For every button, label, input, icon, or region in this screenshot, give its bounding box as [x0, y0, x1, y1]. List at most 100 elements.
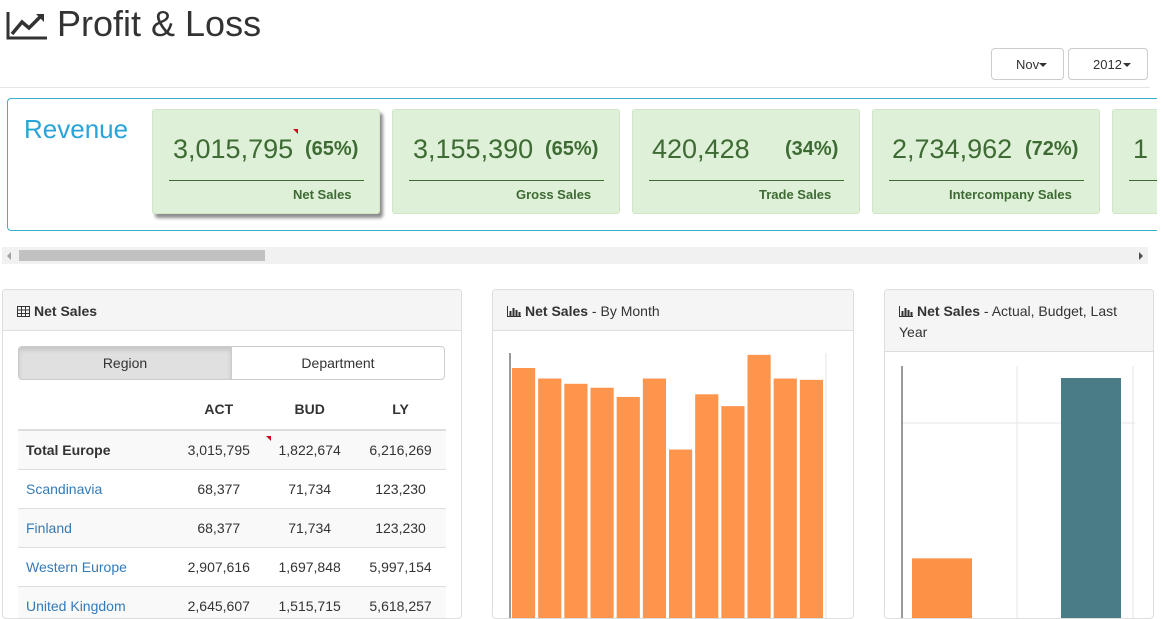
ly-cell: 5,997,154: [355, 548, 446, 587]
column-header: [18, 388, 173, 430]
bar: [617, 397, 640, 619]
column-header[interactable]: BUD: [264, 388, 355, 430]
bud-cell: 71,734: [264, 470, 355, 509]
panel-header: Net Sales - By Month: [493, 290, 853, 331]
row-link[interactable]: Western Europe: [18, 548, 173, 587]
revenue-title: Revenue: [24, 114, 128, 145]
year-select[interactable]: 2012: [1068, 48, 1148, 80]
panel-title: Net Sales: [917, 303, 980, 319]
net-sales-abl-panel: Net Sales - Actual, Budget, Last Year: [884, 289, 1154, 619]
kpi-value: 2,734,962: [892, 134, 1012, 165]
chevron-down-icon: [1039, 63, 1047, 67]
kpi-label: Gross Sales: [516, 187, 591, 202]
comment-flag-icon: [266, 436, 271, 441]
ly-cell: 123,230: [355, 509, 446, 548]
scroll-left-icon[interactable]: [7, 252, 11, 260]
bar: [669, 450, 692, 619]
row-link[interactable]: Scandinavia: [18, 470, 173, 509]
table-row[interactable]: Scandinavia 68,377 71,734 123,230: [18, 470, 446, 509]
table-row[interactable]: Finland 68,377 71,734 123,230: [18, 509, 446, 548]
chevron-down-icon: [1123, 63, 1131, 67]
bar: [721, 406, 744, 619]
kpi-divider: [169, 180, 364, 181]
bar: [800, 380, 823, 619]
kpi-value: 3,015,795: [173, 134, 293, 165]
table-icon: [17, 302, 30, 322]
column-header[interactable]: LY: [355, 388, 446, 430]
line-chart-icon: [6, 10, 48, 40]
bar-chart-icon: [507, 302, 521, 322]
bar-chart-icon: [899, 302, 913, 322]
row-link[interactable]: United Kingdom: [18, 587, 173, 619]
table-row[interactable]: Western Europe 2,907,616 1,697,848 5,997…: [18, 548, 446, 587]
kpi-card-net-sales[interactable]: 3,015,795 (65%) Net Sales: [152, 109, 380, 214]
bar: [538, 379, 561, 619]
monthly-bar-chart: [493, 331, 853, 619]
row-link[interactable]: Finland: [18, 509, 173, 548]
tab-department[interactable]: Department: [232, 347, 444, 379]
kpi-divider: [649, 180, 844, 181]
kpi-card-intercompany-sales[interactable]: 2,734,962 (72%) Intercompany Sales: [872, 109, 1100, 214]
act-cell: 2,645,607: [173, 587, 264, 619]
column-header[interactable]: ACT: [173, 388, 264, 430]
panel-subtitle: - By Month: [588, 303, 660, 319]
kpi-percent: (65%): [545, 138, 598, 161]
act-cell: 68,377: [173, 470, 264, 509]
month-select[interactable]: Nov: [991, 48, 1064, 80]
bar: [695, 394, 718, 619]
cell-value: 3,015,795: [188, 442, 250, 458]
kpi-divider: [409, 180, 604, 181]
kpi-label: Net Sales: [293, 187, 352, 202]
kpi-percent: (72%): [1025, 138, 1078, 161]
bud-cell: 1,515,715: [264, 587, 355, 619]
kpi-card-partial[interactable]: 1: [1112, 109, 1157, 214]
bar: [591, 388, 614, 619]
kpi-value: 420,428: [652, 134, 750, 165]
ly-cell: 6,216,269: [355, 430, 446, 470]
ly-cell: 5,618,257: [355, 587, 446, 619]
panel-header: Net Sales: [3, 290, 461, 331]
bar: [1061, 378, 1121, 619]
horizontal-scrollbar[interactable]: [2, 247, 1148, 264]
kpi-divider: [889, 180, 1084, 181]
bud-cell: 1,822,674: [264, 430, 355, 470]
bud-cell: 71,734: [264, 509, 355, 548]
table-row[interactable]: United Kingdom 2,645,607 1,515,715 5,618…: [18, 587, 446, 619]
net-sales-table: ACT BUD LY Total Europe 3,015,795 1,822,…: [18, 388, 446, 619]
act-cell: 2,907,616: [173, 548, 264, 587]
comment-flag-icon: [293, 129, 298, 134]
bud-cell: 1,697,848: [264, 548, 355, 587]
panel-header: Net Sales - Actual, Budget, Last Year: [885, 290, 1153, 352]
table-header-row: ACT BUD LY: [18, 388, 446, 430]
year-select-value: 2012: [1093, 57, 1122, 72]
bar: [774, 379, 797, 619]
kpi-value: 1: [1133, 134, 1148, 165]
dimension-tabs: Region Department: [18, 346, 445, 380]
kpi-label: Trade Sales: [759, 187, 831, 202]
scroll-right-icon[interactable]: [1139, 252, 1143, 260]
actual-budget-ly-chart: [885, 352, 1153, 619]
scrollbar-thumb[interactable]: [19, 250, 265, 261]
kpi-percent: (34%): [785, 138, 838, 161]
net-sales-by-month-panel: Net Sales - By Month: [492, 289, 854, 619]
act-cell: 68,377: [173, 509, 264, 548]
kpi-percent: (65%): [305, 138, 358, 161]
panel-title: Net Sales: [34, 303, 97, 319]
month-select-value: Nov: [1016, 57, 1039, 72]
bar: [512, 368, 535, 619]
kpi-value: 3,155,390: [413, 134, 533, 165]
table-row[interactable]: Total Europe 3,015,795 1,822,674 6,216,2…: [18, 430, 446, 470]
page-title: Profit & Loss: [57, 3, 261, 45]
bar: [643, 379, 666, 619]
ly-cell: 123,230: [355, 470, 446, 509]
revenue-panel: Revenue 3,015,795 (65%) Net Sales 3,155,…: [7, 98, 1157, 231]
bar: [564, 384, 587, 619]
kpi-card-trade-sales[interactable]: 420,428 (34%) Trade Sales: [632, 109, 860, 214]
row-label: Total Europe: [18, 430, 173, 470]
panel-title: Net Sales: [525, 303, 588, 319]
kpi-card-gross-sales[interactable]: 3,155,390 (65%) Gross Sales: [392, 109, 620, 214]
bar: [748, 355, 771, 619]
tab-region[interactable]: Region: [19, 347, 232, 379]
kpi-divider: [1129, 180, 1157, 181]
header-divider: [0, 87, 1150, 88]
